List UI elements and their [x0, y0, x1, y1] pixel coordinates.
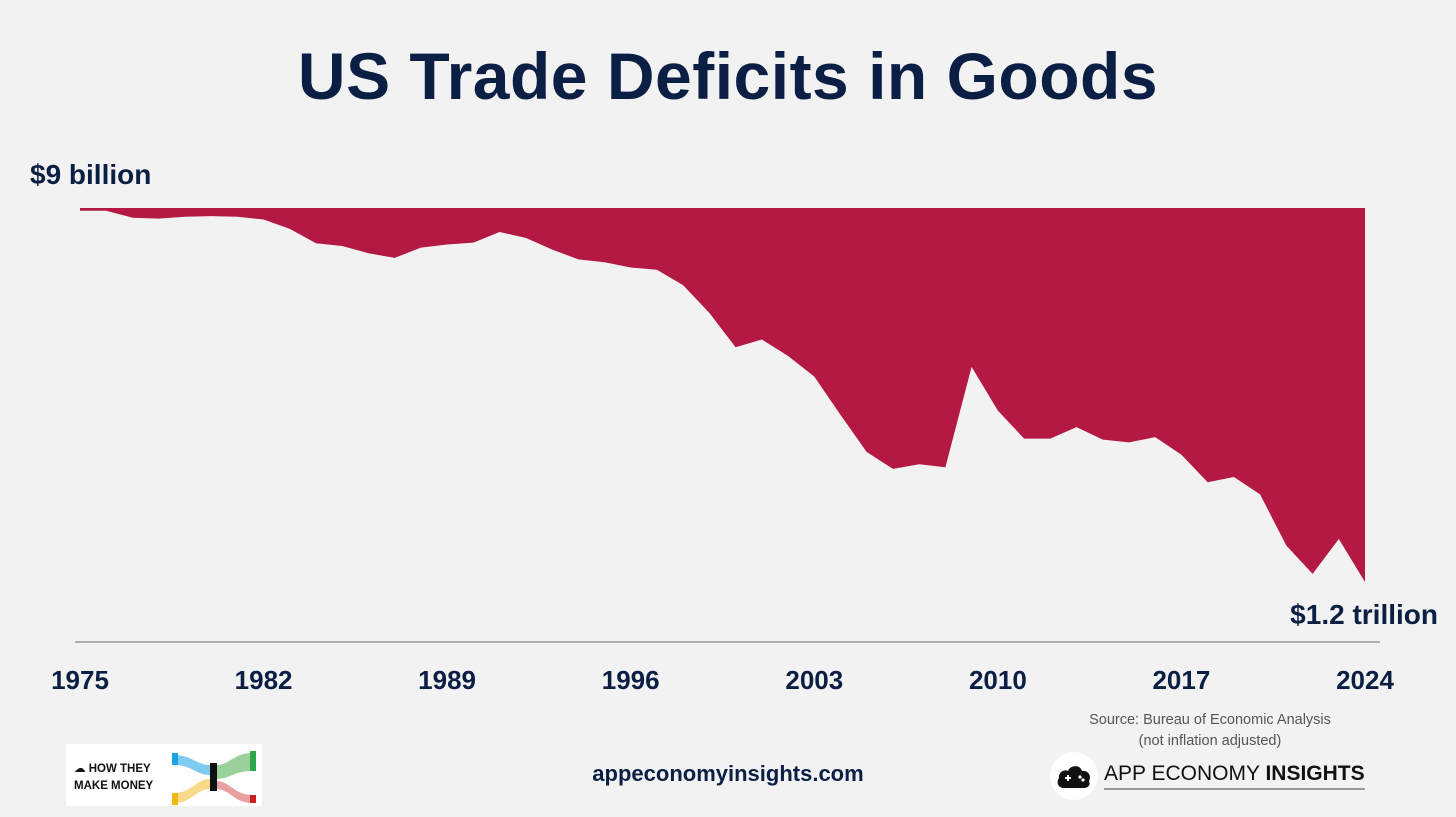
- how-they-make-money-logo: ☁ HOW THEY MAKE MONEY: [66, 744, 262, 806]
- x-tick-label: 2024: [1336, 665, 1394, 695]
- x-tick-label: 2010: [969, 665, 1027, 695]
- cloud-gamepad-icon: [1050, 752, 1098, 800]
- chart-title: US Trade Deficits in Goods: [297, 39, 1159, 113]
- deficit-area: [80, 208, 1365, 582]
- x-tick-label: 1975: [51, 665, 109, 695]
- x-tick-label: 1996: [602, 665, 660, 695]
- x-tick-label: 1989: [418, 665, 476, 695]
- aei-brand-name: APP ECONOMY INSIGHTS: [1104, 762, 1365, 790]
- x-tick-label: 1982: [235, 665, 293, 695]
- start-value-label: $9 billion: [30, 159, 151, 190]
- x-axis-ticks: 1975 1982 1989 1996 2003 2010 2017 2024: [51, 665, 1394, 695]
- cloud-icon: ☁: [74, 763, 86, 775]
- x-tick-label: 2017: [1152, 665, 1210, 695]
- website-link[interactable]: appeconomyinsights.com: [592, 761, 864, 786]
- app-economy-insights-logo: APP ECONOMY INSIGHTS: [1048, 752, 1368, 802]
- htm-logo-text: ☁ HOW THEY MAKE MONEY: [74, 761, 153, 795]
- htm-line1: HOW THEY: [88, 763, 151, 775]
- source-line: Source: Bureau of Economic Analysis: [1089, 712, 1331, 728]
- source-qualifier: (not inflation adjusted): [1138, 733, 1282, 749]
- source-note: Source: Bureau of Economic Analysis (not…: [1040, 710, 1380, 752]
- x-tick-label: 2003: [785, 665, 843, 695]
- sankey-icon: [172, 751, 256, 805]
- htm-line2: MAKE MONEY: [74, 780, 154, 792]
- end-value-label: $1.2 trillion: [1290, 599, 1438, 630]
